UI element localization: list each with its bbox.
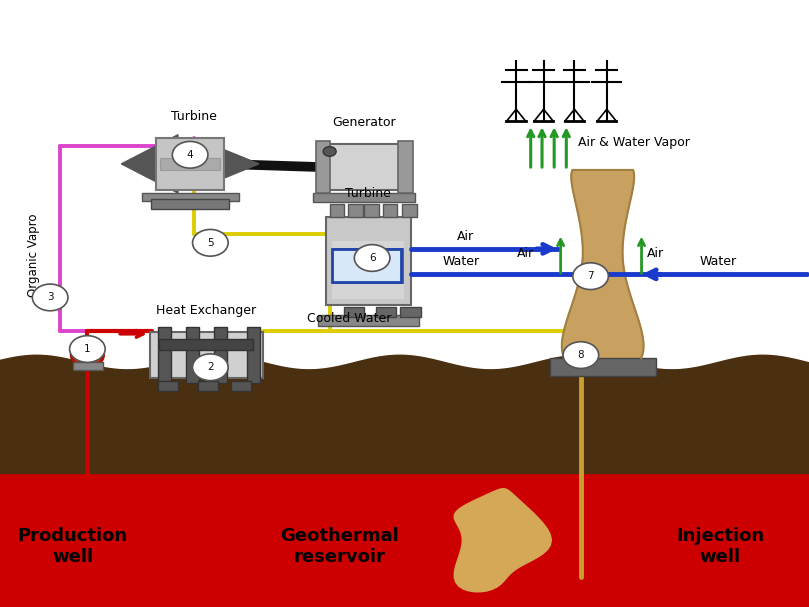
Text: Cooled Water: Cooled Water bbox=[307, 312, 392, 325]
Circle shape bbox=[71, 343, 104, 367]
Bar bbox=[142, 192, 239, 200]
Polygon shape bbox=[561, 170, 644, 358]
Polygon shape bbox=[202, 141, 259, 187]
Bar bbox=[344, 308, 364, 317]
Bar bbox=[376, 308, 396, 317]
Bar bbox=[348, 204, 362, 217]
Circle shape bbox=[193, 354, 228, 381]
Circle shape bbox=[80, 350, 95, 361]
Bar bbox=[0, 352, 809, 473]
Bar bbox=[550, 358, 655, 376]
Bar bbox=[334, 249, 403, 282]
Text: 4: 4 bbox=[187, 150, 193, 160]
Bar bbox=[332, 249, 401, 282]
Bar bbox=[151, 199, 229, 209]
Text: Air: Air bbox=[517, 247, 534, 260]
Text: Air: Air bbox=[647, 247, 664, 260]
Bar bbox=[150, 333, 263, 378]
Circle shape bbox=[32, 284, 68, 311]
Text: 6: 6 bbox=[369, 253, 375, 263]
Bar bbox=[0, 449, 809, 607]
Bar bbox=[316, 141, 331, 193]
Bar bbox=[325, 144, 403, 189]
Circle shape bbox=[354, 245, 390, 271]
Bar bbox=[73, 362, 103, 370]
Text: 1: 1 bbox=[84, 344, 91, 354]
Bar bbox=[155, 138, 224, 189]
Text: Water: Water bbox=[443, 256, 480, 268]
Bar bbox=[317, 316, 419, 327]
Bar bbox=[186, 328, 199, 383]
Polygon shape bbox=[121, 135, 178, 193]
Text: Turbine: Turbine bbox=[172, 110, 217, 123]
Bar bbox=[398, 141, 413, 193]
Circle shape bbox=[324, 147, 337, 156]
Text: 7: 7 bbox=[587, 271, 594, 281]
Bar bbox=[231, 381, 251, 392]
Bar bbox=[313, 193, 414, 202]
Circle shape bbox=[172, 141, 208, 168]
Bar bbox=[158, 381, 178, 392]
Bar bbox=[403, 204, 417, 217]
Circle shape bbox=[70, 336, 105, 362]
Text: Production
well: Production well bbox=[18, 527, 128, 566]
Polygon shape bbox=[455, 489, 551, 592]
Text: 2: 2 bbox=[207, 362, 214, 372]
Bar bbox=[214, 328, 227, 383]
Bar bbox=[158, 328, 171, 383]
Bar bbox=[159, 158, 220, 170]
Bar bbox=[247, 328, 260, 383]
Text: Heat Exchanger: Heat Exchanger bbox=[156, 304, 256, 317]
Text: 8: 8 bbox=[578, 350, 584, 360]
Bar bbox=[325, 217, 411, 305]
Text: Injection
well: Injection well bbox=[676, 527, 764, 566]
Text: 5: 5 bbox=[207, 238, 214, 248]
Text: Turbine: Turbine bbox=[345, 187, 391, 200]
Text: Geothermal
reservoir: Geothermal reservoir bbox=[281, 527, 399, 566]
Bar bbox=[364, 204, 379, 217]
Text: Organic Vapro: Organic Vapro bbox=[28, 213, 40, 297]
Bar bbox=[383, 204, 397, 217]
Circle shape bbox=[573, 263, 608, 290]
Bar bbox=[332, 242, 404, 299]
Bar bbox=[198, 381, 218, 392]
Text: 3: 3 bbox=[47, 293, 53, 302]
Bar bbox=[400, 308, 421, 317]
Text: Air & Water Vapor: Air & Water Vapor bbox=[578, 136, 690, 149]
Text: Water: Water bbox=[700, 256, 737, 268]
Circle shape bbox=[193, 229, 228, 256]
Bar bbox=[159, 339, 253, 350]
Bar bbox=[330, 204, 345, 217]
Text: Generator: Generator bbox=[332, 116, 396, 129]
Text: Air: Air bbox=[456, 230, 474, 243]
Circle shape bbox=[563, 342, 599, 368]
